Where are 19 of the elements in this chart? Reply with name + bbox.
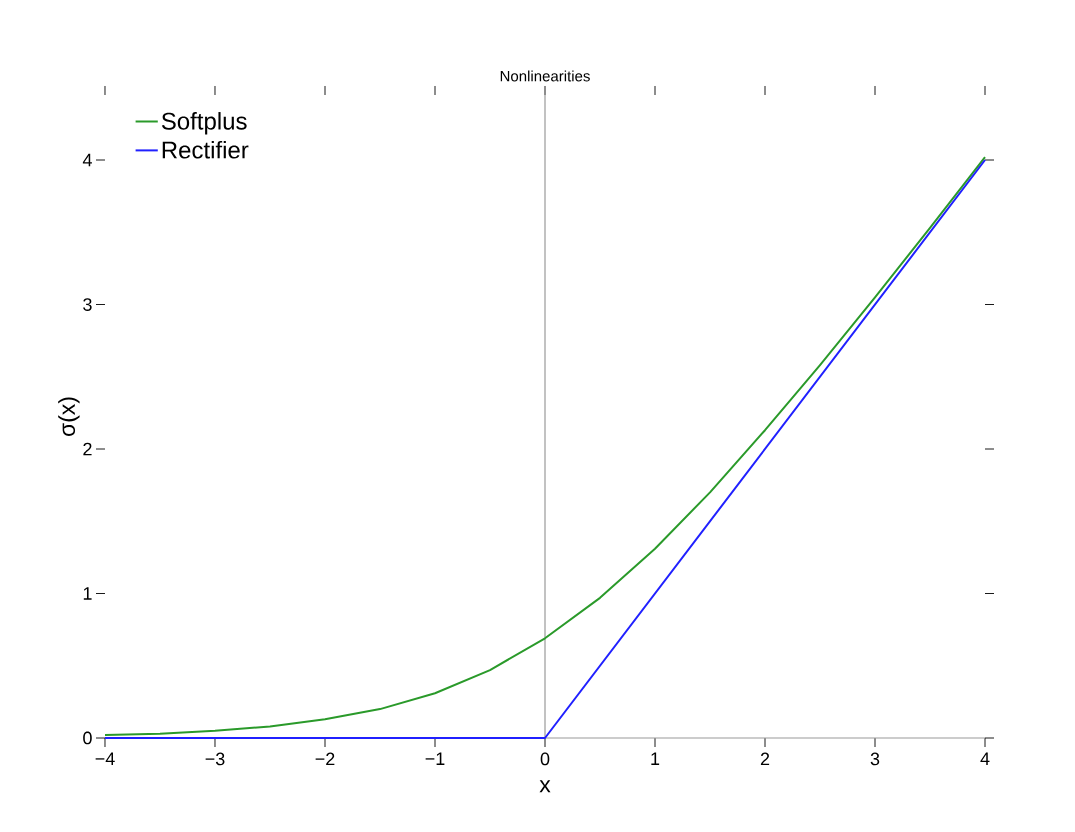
y-tick-label: 2: [83, 442, 92, 456]
x-axis-title: x: [539, 780, 551, 793]
x-tick-label: −2: [315, 752, 335, 766]
y-tick-label: 1: [83, 587, 92, 600]
x-tick-label: −4: [95, 752, 115, 765]
x-tick-label: 1: [651, 752, 660, 765]
y-tick-label: 0: [83, 731, 92, 745]
x-tick-label: −3: [205, 752, 225, 766]
y-axis-title: σ(x): [58, 397, 80, 437]
legend-label: Rectifier: [162, 140, 249, 159]
x-tick-label: 4: [980, 752, 990, 765]
x-tick-label: 0: [540, 752, 550, 766]
y-tick-label: 4: [82, 153, 92, 167]
x-tick-label: 3: [870, 752, 880, 766]
x-tick-label: −1: [425, 752, 445, 765]
legend-label: Softplus: [161, 112, 247, 135]
x-tick-label: 2: [760, 752, 770, 766]
chart-title: Nonlinearities: [500, 70, 590, 82]
y-tick-label: 3: [83, 298, 92, 311]
